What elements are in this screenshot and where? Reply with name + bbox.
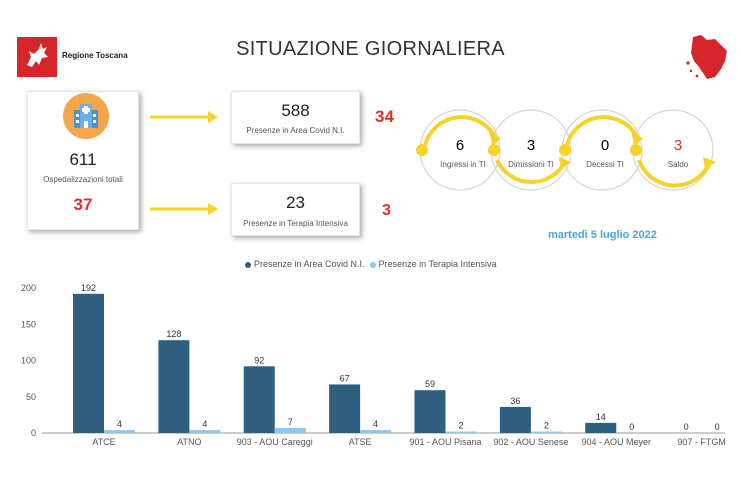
data-label: 7: [288, 417, 293, 427]
covid-label: Presenze in Area Covid N.I.: [246, 126, 345, 135]
total-label: Ospedalizzazioni totali: [43, 175, 123, 184]
data-label: 0: [684, 422, 689, 432]
data-label: 2: [458, 421, 463, 431]
arrow-right-icon: [150, 111, 218, 123]
flow-label: Dimissioni TI: [508, 160, 554, 169]
bar-ti: [274, 427, 306, 433]
bar-ti: [360, 430, 392, 433]
flow-value: 6: [456, 137, 464, 154]
data-label: 67: [340, 373, 350, 383]
intensive-care-card: [231, 183, 360, 236]
pegasus-icon: [27, 43, 48, 67]
page-title: SITUAZIONE GIORNALIERA: [236, 38, 505, 60]
x-tick-label: 901 - AOU Pisana: [409, 437, 481, 447]
data-label: 36: [510, 396, 520, 406]
x-tick-label: 904 - AOU Meyer: [581, 437, 651, 447]
bar-ti: [445, 431, 477, 433]
x-tick-label: 903 - AOU Careggi: [237, 437, 313, 447]
data-label: 2: [544, 421, 549, 431]
data-label: 192: [81, 283, 96, 293]
bar-covid: [585, 422, 617, 433]
ti-label: Presenze in Terapia Intensiva: [243, 219, 348, 228]
legend-label-covid: Presenze in Area Covid N.I.: [254, 259, 365, 269]
data-label: 128: [166, 329, 181, 339]
data-label: 4: [202, 419, 207, 429]
regione-toscana-logo: [17, 37, 57, 77]
legend-swatch-ti: [369, 261, 376, 268]
y-tick-label: 200: [21, 283, 36, 293]
x-tick-label: 907 - FTGM: [677, 437, 726, 447]
legend-label-ti: Presenze in Terapia Intensiva: [378, 259, 497, 269]
flow-label: Saldo: [668, 160, 689, 169]
bar-ti: [530, 431, 562, 433]
ti-delta: 3: [382, 202, 391, 219]
bar-ti: [104, 430, 135, 433]
hospital-icon: [63, 93, 109, 139]
data-label: 4: [117, 419, 122, 429]
data-label: 0: [629, 422, 634, 432]
legend-swatch-covid: [245, 261, 251, 268]
tuscany-map-icon: [686, 35, 727, 79]
flow-label: Ingressi in TI: [440, 160, 486, 169]
covid-value: 588: [281, 101, 310, 120]
flow-value: 0: [601, 137, 609, 154]
x-tick-label: 902 - AOU Senese: [493, 437, 568, 447]
covid-delta: 34: [375, 107, 394, 126]
flow-value: 3: [674, 137, 682, 154]
x-tick-label: ATNO: [177, 437, 201, 447]
bar-covid: [158, 340, 190, 433]
arrow-right-icon: [150, 203, 218, 215]
data-label: 14: [596, 412, 606, 422]
logo-text: Regione Toscana: [62, 51, 128, 60]
bar-ti: [189, 430, 221, 433]
x-tick-label: ATSE: [349, 437, 372, 447]
bar-covid: [329, 384, 361, 433]
data-label: 92: [254, 355, 264, 365]
bar-covid: [243, 366, 275, 433]
bar-covid: [414, 390, 446, 433]
total-delta: 37: [73, 195, 93, 214]
data-label: 59: [425, 379, 435, 389]
total-value: 611: [69, 150, 97, 169]
y-tick-label: 150: [21, 319, 36, 329]
y-tick-label: 50: [26, 392, 36, 402]
chart-legend: Presenze in Area Covid N.I. Presenze in …: [245, 259, 496, 269]
flow-value: 3: [527, 137, 535, 154]
report-date: martedì 5 luglio 2022: [548, 229, 657, 241]
y-tick-label: 100: [21, 356, 36, 366]
icu-flow-diagram: 6 Ingressi in TI 3 Dimissioni TI 0 Deces…: [416, 109, 716, 191]
y-tick-label: 0: [31, 428, 36, 438]
data-label: 4: [373, 419, 378, 429]
covid-area-card: [231, 91, 360, 144]
bar-covid: [73, 293, 104, 433]
flow-label: Decessi TI: [586, 160, 624, 169]
bar-covid: [499, 406, 531, 433]
ti-value: 23: [286, 193, 305, 212]
data-label: 0: [715, 422, 720, 432]
x-tick-label: ATCE: [92, 437, 115, 447]
